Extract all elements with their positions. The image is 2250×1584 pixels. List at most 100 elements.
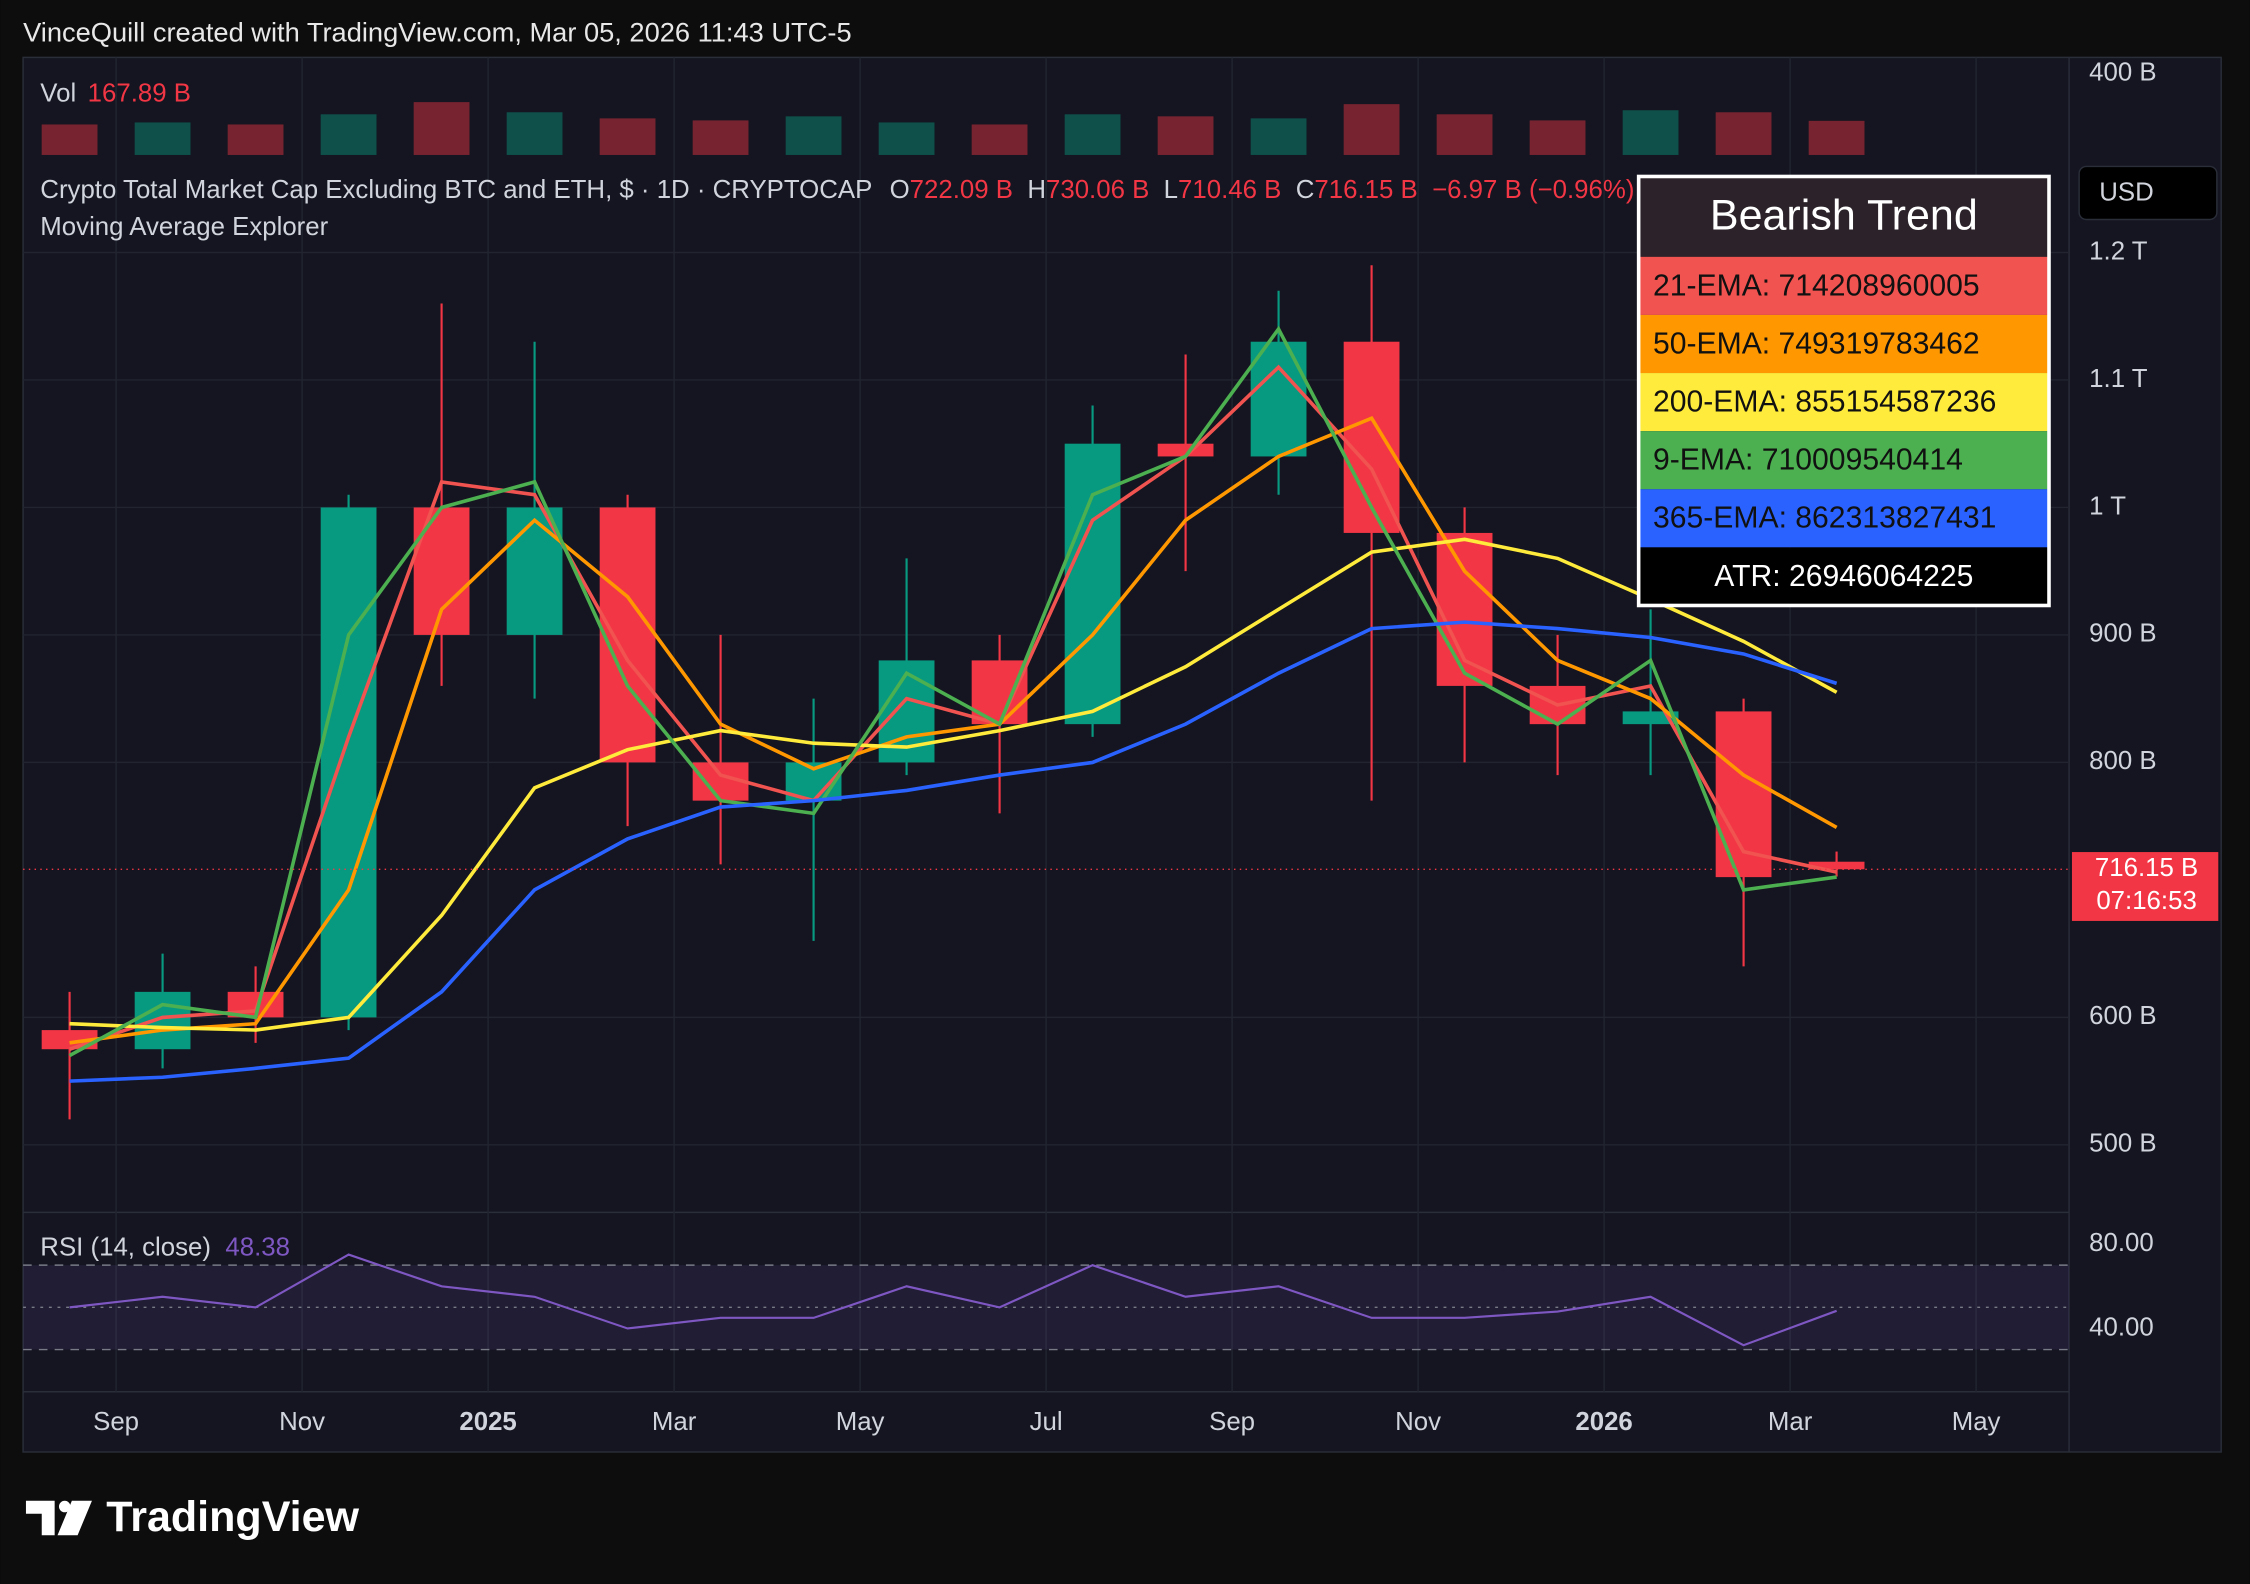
price-tag-countdown: 07:16:53 (2096, 887, 2196, 915)
ohlc-prefix: O (890, 176, 910, 204)
table-row-label: 50-EMA: 749319783462 (1653, 327, 1980, 360)
volume-bar (320, 114, 377, 155)
candle-body (413, 507, 470, 635)
volume-bar (878, 122, 935, 155)
price-tag-label: 716.15 B (2095, 854, 2198, 882)
ohlc-prefix: H (1027, 176, 1046, 204)
candle-body (1157, 443, 1214, 457)
x-tick-label: Nov (1395, 1408, 1441, 1436)
volume-bar (506, 112, 563, 155)
volume-bar (1436, 114, 1493, 155)
ohlc-prefix: L (1164, 176, 1178, 204)
table-row (1638, 431, 2049, 490)
table-row (1638, 373, 2049, 432)
x-tick-label: May (836, 1408, 885, 1436)
volume-bar (134, 122, 191, 155)
candle-body (320, 507, 377, 1018)
volume-legend: Vol 167.89 B (40, 80, 191, 108)
ema-line (69, 620, 1838, 1083)
ohlc-value: 716.15 B (1314, 176, 1417, 204)
table-row (1638, 256, 2049, 315)
table-row-label: 21-EMA: 714208960005 (1653, 269, 1980, 302)
volume-bar (227, 124, 284, 155)
price-pane (23, 265, 2070, 1120)
volume-bar (971, 124, 1028, 155)
table-row (1638, 314, 2049, 374)
volume-bar (413, 102, 470, 155)
currency-button[interactable] (2078, 165, 2218, 221)
ema-line (68, 364, 1838, 1051)
logo: TradingView (25, 1493, 360, 1541)
logo-icon (25, 1500, 92, 1536)
rsi-value: 48.38 (225, 1233, 290, 1261)
volume-bar (785, 116, 842, 155)
rsi-pane (23, 1253, 2070, 1351)
trend-table: Bearish Trend 21-EMA: 714208960005 50-EMA:… (1636, 174, 2051, 608)
candle-body (1064, 443, 1121, 725)
x-tick-label: May (1952, 1408, 2001, 1436)
volume-pane (41, 102, 1865, 155)
y-tick-label: 1.2 T (2089, 237, 2148, 265)
axes: Sep Nov 2025 Mar May Jul Sep Nov 2026 Mar May 1.2 T… (93, 58, 2219, 1436)
main-legend: Crypto Total Market Cap Excluding BTC an… (40, 176, 1634, 204)
candle-body (134, 991, 191, 1050)
volume-bar (599, 118, 656, 155)
y-tick-label: 1 T (2089, 492, 2126, 520)
table-row-label: 9-EMA: 710009540414 (1653, 444, 1963, 477)
y-tick-label: 900 B (2089, 620, 2156, 648)
volume-bar (1808, 120, 1865, 155)
table-border (1636, 174, 2051, 608)
price-tag (2071, 852, 2219, 921)
ohlc-value: 730.06 B (1046, 176, 1149, 204)
x-tick-label: Sep (93, 1408, 139, 1436)
x-tick-label: Nov (279, 1408, 325, 1436)
rsi-line (69, 1253, 1838, 1347)
y-tick-label: 600 B (2089, 1002, 2156, 1030)
candle-body (1250, 341, 1307, 457)
table-title-cell (1638, 176, 2049, 257)
currency-label[interactable]: USD (2099, 179, 2154, 207)
table-row (1638, 489, 2049, 548)
table-row-label: 365-EMA: 862313827431 (1653, 502, 1996, 535)
y-tick-label: 500 B (2089, 1130, 2156, 1158)
x-tick-label: Sep (1209, 1408, 1255, 1436)
table-atr: ATR: 26946064225 (1714, 560, 1973, 593)
ema-line (69, 415, 1838, 1045)
volume-bar (1529, 120, 1586, 155)
table-row-label: 200-EMA: 855154587236 (1653, 385, 1996, 418)
table-row (1638, 547, 2049, 606)
rsi-label: RSI (14, close) (40, 1233, 211, 1261)
volume-bar (41, 124, 98, 155)
ema-line (68, 325, 1837, 1058)
candle-body (599, 507, 656, 763)
ohlc-value: 710.46 B (1178, 176, 1281, 204)
ema-line (69, 537, 1838, 1032)
x-tick-label: Jul (1030, 1408, 1063, 1436)
volume-bar (692, 120, 749, 155)
rsi-tick-label: 40.00 (2089, 1313, 2154, 1341)
logo-dot (58, 1500, 71, 1513)
table-title: Bearish Trend (1710, 191, 1978, 239)
attribution: VinceQuill created with TradingView.com,… (23, 17, 852, 48)
y-tick-label: 1.1 T (2089, 365, 2148, 393)
volume-tick-label: 400 B (2089, 58, 2156, 86)
symbol-title: Crypto Total Market Cap Excluding BTC an… (40, 176, 872, 204)
volume-bar (1250, 118, 1307, 155)
volume-bar (1715, 112, 1772, 155)
ohlc-prefix: C (1296, 176, 1315, 204)
volume-bar (1343, 104, 1400, 155)
candle-body (1808, 861, 1865, 870)
volume-bar (1064, 114, 1121, 155)
x-tick-label: Mar (652, 1408, 697, 1436)
y-tick-label: 800 B (2089, 747, 2156, 775)
ohlc-value: 722.09 B (910, 176, 1013, 204)
candle-body (1436, 532, 1493, 686)
candle-body (1622, 711, 1679, 725)
indicator-name: Moving Average Explorer (40, 213, 328, 241)
change: −6.97 B (−0.96%) (1432, 176, 1634, 204)
x-tick-label: 2026 (1575, 1408, 1632, 1436)
x-tick-label: 2025 (459, 1408, 516, 1436)
rsi-legend: RSI (14, close) 48.38 (40, 1233, 290, 1261)
volume-label: Vol (40, 80, 76, 108)
